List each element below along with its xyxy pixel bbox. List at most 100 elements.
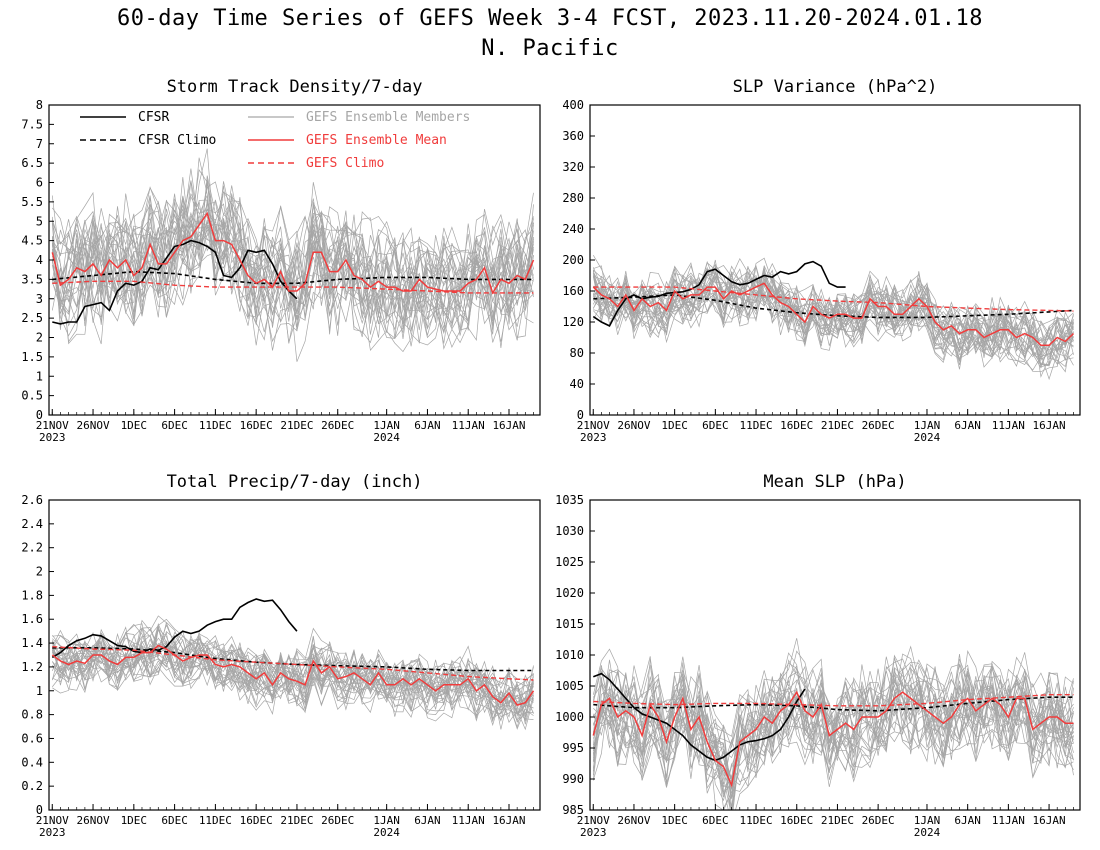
y-tick-label: 2.2 (21, 541, 43, 555)
x-tick-label: 11DEC (199, 419, 232, 432)
x-tick-label: 1JAN (914, 814, 941, 827)
plot-area (592, 255, 1075, 381)
y-tick-label: 0.4 (21, 755, 43, 769)
ensemble-member-line (52, 632, 534, 705)
y-tick-label: 2.4 (21, 517, 43, 531)
ensemble-member-line (51, 630, 534, 722)
y-tick-label: 1.5 (21, 350, 43, 364)
x-tick-label: 16DEC (240, 419, 273, 432)
y-tick-label: 995 (562, 741, 584, 755)
y-tick-label: 1030 (555, 524, 584, 538)
x-tick-label: 26NOV (76, 419, 109, 432)
y-tick-label: 2 (36, 565, 43, 579)
y-tick-label: 0 (36, 408, 43, 422)
y-tick-label: 990 (562, 772, 584, 786)
x-tick-label: 21DEC (280, 419, 313, 432)
x-tick-label: 11JAN (452, 814, 485, 827)
x-tick-label: 21NOV (36, 419, 69, 432)
y-tick-label: 1015 (555, 617, 584, 631)
ensemble-member-line (52, 635, 534, 709)
series-ens-mean-line (592, 282, 1075, 347)
x-tick-label: 26DEC (862, 814, 895, 827)
x-tick-label: 16JAN (492, 814, 525, 827)
y-tick-label: 5 (36, 214, 43, 228)
x-tick-label: 21DEC (280, 814, 313, 827)
ensemble-member-line (592, 638, 1074, 788)
y-tick-label: 1020 (555, 586, 584, 600)
x-tick-label: 11JAN (992, 814, 1025, 827)
series-gefs-climo-line (593, 694, 1074, 707)
ensemble-member-line (592, 676, 1074, 799)
y-tick-label: 240 (562, 222, 584, 236)
x-tick-label: 21NOV (577, 419, 610, 432)
ensemble-member-line (51, 157, 534, 315)
ensemble-member-line (52, 628, 534, 721)
ensemble-member-line (51, 219, 534, 350)
x-tick-label: 16JAN (1033, 419, 1066, 432)
ensemble-member-line (51, 180, 534, 307)
series-cfsr-climo-line (593, 294, 1074, 319)
panel-title: Mean SLP (hPa) (763, 472, 906, 492)
y-tick-label: 8 (36, 98, 43, 112)
ensemble-member-line (51, 199, 534, 351)
ensemble-member-line (52, 632, 534, 703)
x-tick-label: 1JAN (914, 419, 941, 432)
y-tick-label: 1005 (555, 679, 584, 693)
plot-area (51, 598, 535, 731)
panel-meanslp: Mean SLP (hPa) 985 990 995 1000 1005 1010 1015 1… (555, 472, 1081, 839)
x-year-label: 2023 (39, 431, 66, 444)
legend: CFSR CFSR Climo GEFS Ensemble Members GEFS … (80, 110, 470, 171)
series-cfsr-line (593, 672, 806, 762)
ensemble-member-line (52, 642, 534, 729)
x-tick-label: 6DEC (161, 419, 188, 432)
panel-title: Storm Track Density/7-day (167, 77, 423, 97)
x-tick-label: 6DEC (702, 814, 729, 827)
y-tick-label: 80 (570, 346, 584, 360)
panel-title: Total Precip/7-day (inch) (167, 472, 423, 492)
x-tick-label: 11DEC (739, 814, 772, 827)
ensemble-member-line (51, 208, 534, 347)
series-ens-mean-line (51, 644, 535, 706)
x-tick-label: 11DEC (199, 814, 232, 827)
y-tick-label: 1.2 (21, 660, 43, 674)
ensemble-member-line (592, 675, 1074, 794)
ensemble-member-line (592, 272, 1074, 371)
ensemble-member-line (593, 269, 1074, 358)
y-tick-label: 360 (562, 129, 584, 143)
series-cfsr-line (592, 260, 846, 327)
x-tick-label: 6DEC (702, 419, 729, 432)
y-tick-label: 0.2 (21, 779, 43, 793)
x-tick-label: 21NOV (577, 814, 610, 827)
x-tick-label: 11DEC (739, 419, 772, 432)
plot-frame (48, 499, 541, 811)
panel-title: SLP Variance (hPa^2) (733, 77, 938, 97)
ensemble-member-line (52, 192, 534, 336)
y-tick-label: 2.6 (21, 493, 43, 507)
x-tick-label: 1DEC (661, 419, 688, 432)
y-tick-label: 1.8 (21, 588, 43, 602)
y-tick-label: 1025 (555, 555, 584, 569)
x-tick-label: 6DEC (161, 814, 188, 827)
series-ens-mean-line (592, 690, 1074, 788)
plot-area (51, 148, 535, 362)
y-tick-label: 3.5 (21, 272, 43, 286)
y-tick-label: 1.4 (21, 636, 43, 650)
x-tick-label: 21DEC (821, 419, 854, 432)
y-tick-label: 1.6 (21, 612, 43, 626)
y-tick-label: 1000 (555, 710, 584, 724)
series-cfsr-climo-line (52, 270, 534, 285)
x-tick-label: 26DEC (862, 419, 895, 432)
legend-label-cfsr: CFSR (138, 110, 169, 125)
ensemble-member-line (593, 275, 1074, 360)
y-tick-label: 160 (562, 284, 584, 298)
ensemble-member-line (592, 264, 1074, 366)
plot-area (592, 638, 1074, 810)
x-year-label: 2023 (39, 826, 66, 839)
x-tick-label: 16DEC (780, 419, 813, 432)
ensemble-member-line (52, 191, 534, 330)
series-cfsr-line (52, 239, 298, 325)
y-tick-label: 6 (36, 176, 43, 190)
x-tick-label: 1DEC (121, 419, 148, 432)
x-tick-label: 6JAN (414, 419, 441, 432)
series-cfsr-climo-line (52, 646, 534, 672)
